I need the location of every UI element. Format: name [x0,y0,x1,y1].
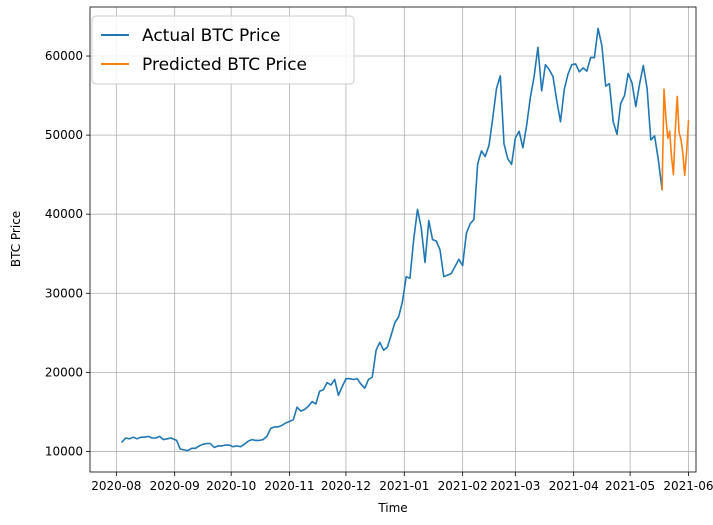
x-tick-label: 2020-10 [206,479,256,493]
series-lines [121,27,690,452]
y-tick-label: 50000 [45,128,83,142]
legend: Actual BTC Price Predicted BTC Price [91,15,355,85]
x-tick-label: 2020-08 [91,479,141,493]
x-tick-label: 2021-06 [663,479,713,493]
x-tick-label: 2021-05 [605,479,655,493]
x-tick-label: 2021-02 [438,479,488,493]
legend-label-actual: Actual BTC Price [142,26,280,46]
y-axis-label: BTC Price [9,211,23,267]
y-tick-label: 30000 [45,286,83,300]
x-axis-label: Time [377,501,407,515]
x-tick-label: 2021-04 [549,479,599,493]
x-tick-label: 2021-01 [379,479,429,493]
y-tick-label: 40000 [45,207,83,221]
y-tick-label: 10000 [45,444,83,458]
legend-box [91,15,355,85]
series-line-predicted-btc-price [661,88,690,191]
y-tick-label: 20000 [45,365,83,379]
y-tick-label: 60000 [45,49,83,63]
plot-frame [89,6,697,473]
series-line-actual-btc-price [121,27,663,452]
x-tick-label: 2020-12 [321,479,371,493]
axis-ticks: 2020-08 2020-09 2020-10 2020-11 2020-12 2021-… [45,49,713,493]
legend-label-predicted: Predicted BTC Price [142,55,307,75]
x-tick-label: 2020-11 [264,479,314,493]
grid [90,7,696,472]
x-tick-label: 2021-03 [490,479,540,493]
x-tick-label: 2020-09 [150,479,200,493]
